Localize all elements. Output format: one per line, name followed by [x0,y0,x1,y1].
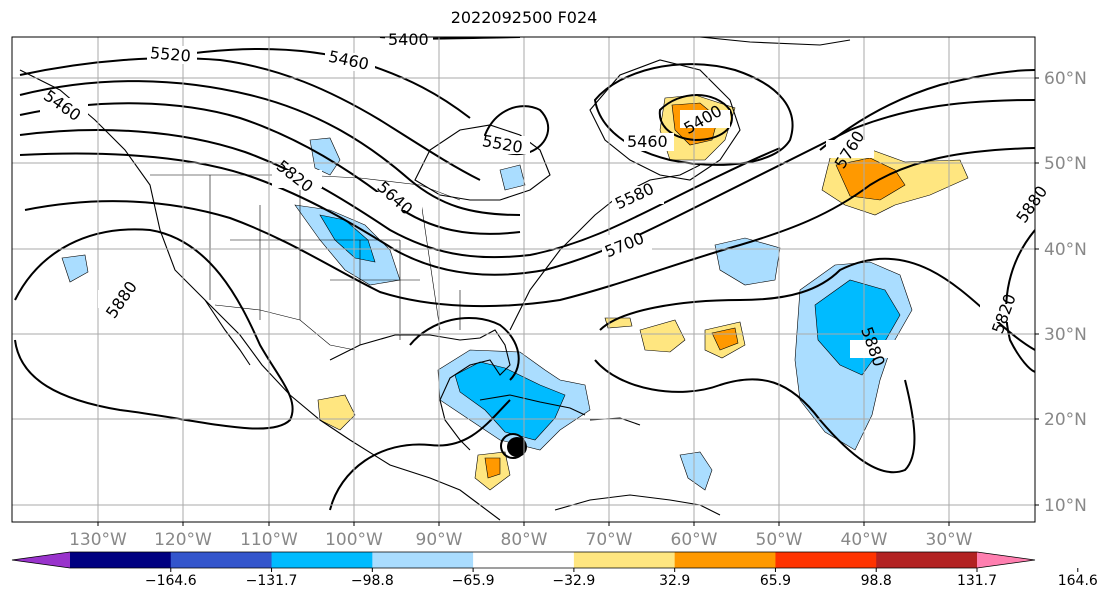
lon-label: 120°W [154,530,212,550]
lat-label: 30°N [1044,325,1087,345]
colorbar-tick-label: −32.9 [552,573,595,589]
svg-text:5400: 5400 [388,30,429,49]
lon-label: 100°W [325,530,383,550]
contour-5880-west [14,228,294,430]
colorbar-tick-label: 131.7 [957,573,997,589]
colorbar-segment [473,552,575,568]
colorbar-tick-label: −131.7 [246,573,298,589]
lat-label: 60°N [1044,69,1087,89]
lon-label: 130°W [69,530,127,550]
contour-5820-trough [409,317,520,381]
lat-label: 20°N [1044,410,1087,430]
colorbar-extend-max [977,552,1035,568]
anomaly-area-honduras-core [484,457,501,479]
lon-label: 110°W [240,530,298,550]
contour-label: 5520 [147,43,197,66]
anomaly-area-hudson [499,164,526,191]
anomaly-area-central-atlantic [639,319,686,353]
lon-label: 40°W [841,530,888,550]
lat-label: 10°N [1044,496,1087,516]
colorbar-extend-min [12,552,70,568]
colorbar-segment [876,552,978,568]
contour-5880-gulf [329,399,511,511]
lat-label: 40°N [1044,240,1087,260]
colorbar-segment [271,552,373,568]
contour-west-3 [19,80,521,216]
anomaly-area-mexico [317,394,356,431]
border-us-canada [150,174,461,201]
longitude-labels: 130°W 120°W 110°W 100°W 90°W 80°W 70°W 6… [69,530,973,550]
lon-label: 80°W [501,530,548,550]
anomaly-area-pacific [61,254,89,283]
storm-eye [507,437,527,457]
positive-anomaly-shading [317,94,969,491]
lat-label: 50°N [1044,154,1087,174]
contour-5880-atlantic-2 [594,359,916,474]
height-contours [14,37,1035,511]
colorbar-tick-label: −98.8 [351,573,394,589]
contour-5640 [19,99,1035,276]
coastline-baja [204,299,251,366]
axis-ticks [97,77,1039,526]
colorbar-tick-label: −164.6 [145,573,197,589]
coastline-cuba [479,394,586,416]
contour-5820-east [1005,229,1035,373]
border-states-1 [209,175,461,345]
contour-5880-atlantic [599,257,1035,351]
colorbar-tick-label: 98.8 [861,573,892,589]
anomaly-area-bermuda [714,237,781,286]
coastline-labrador [589,59,741,181]
colorbar-tick-label: 65.9 [760,573,791,589]
contour-west-4 [19,102,521,235]
map-title: 2022092500 F024 [450,8,598,27]
contour-5700 [24,147,1035,308]
storm-ring [500,433,526,459]
contour-5760 [819,69,1035,151]
lon-label: 60°W [671,530,718,550]
colorbar-tick-label: 32.9 [659,573,690,589]
colorbar-segment [775,552,877,568]
colorbar-tick-label: 164.6 [1058,573,1098,589]
lon-label: 50°W [756,530,803,550]
colorbar-outline [11,551,1036,569]
political-borders [150,174,461,351]
coastline-north-america-west [19,69,501,521]
anomaly-shading [61,137,913,491]
anomaly-area-antilles [679,451,713,491]
svg-text:5520: 5520 [149,43,191,65]
contour-label: 5400 [385,30,433,49]
coastline-east [509,164,701,331]
contour-label: 5460 [624,132,674,151]
colorbar-tick-label: −65.9 [452,573,495,589]
svg-text:5460: 5460 [627,132,668,151]
lon-label: 70°W [586,530,633,550]
hurricane-symbol-icon [500,433,527,459]
contour-5520-west [19,57,481,181]
colorbar-segment [573,552,676,568]
colorbar: −164.6 −131.7 −98.8 −65.9 −32.9 32.9 65.9 98.8 1… [11,551,1098,589]
colorbar-segment [70,552,172,568]
coastline-south-america [554,494,721,516]
lon-label: 30°W [926,530,973,550]
lon-label: 90°W [416,530,463,550]
latitude-labels: 60°N 50°N 40°N 30°N 20°N 10°N [1044,69,1087,516]
coastline-greenland [699,37,851,46]
colorbar-segment [372,552,474,568]
colorbar-segment [170,552,273,568]
colorbar-segment [674,552,776,568]
